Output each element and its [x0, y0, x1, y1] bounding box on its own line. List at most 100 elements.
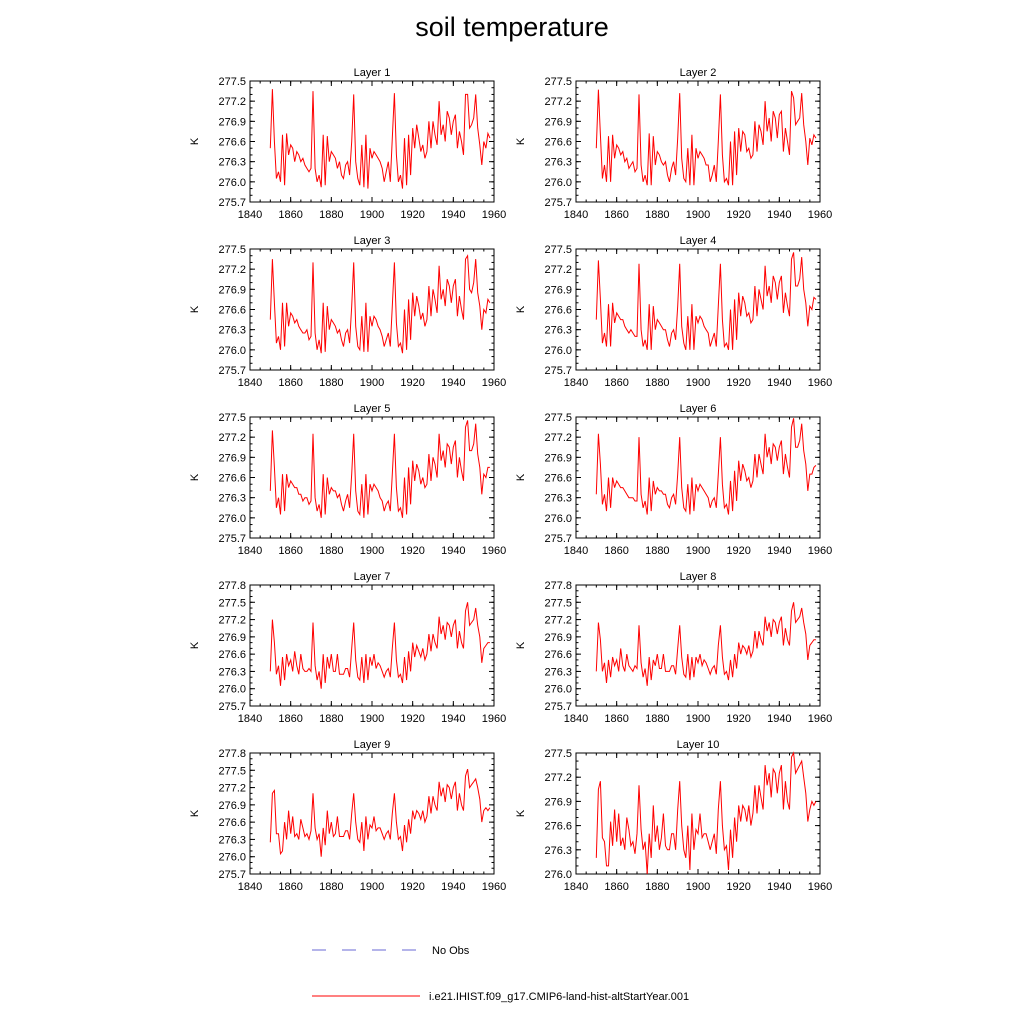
- series-line-1: [269, 420, 490, 518]
- y-tick-label: 276.6: [544, 137, 572, 149]
- y-tick-label: 276.6: [218, 649, 246, 661]
- y-tick-label: 276.3: [218, 325, 246, 337]
- y-tick-label: 277.2: [218, 615, 246, 627]
- x-tick-label: 1940: [767, 713, 791, 725]
- y-tick-label: 276.3: [218, 834, 246, 846]
- chart-panel-3: Layer 3 K 277.5 277.2 276.9 276.6 276.3 276.0 27…: [189, 235, 506, 389]
- y-tick-label: 276.0: [218, 177, 246, 189]
- y-tick-label: 276.9: [218, 632, 246, 644]
- y-tick-label: 277.5: [218, 412, 246, 424]
- y-tick-label: 277.2: [544, 772, 572, 784]
- y-axis-label: K: [515, 137, 527, 145]
- panel-title: Layer 1: [354, 67, 391, 79]
- panel-title: Layer 4: [680, 235, 717, 247]
- x-tick-label: 1960: [808, 713, 832, 725]
- x-tick-label: 1940: [441, 545, 465, 557]
- x-tick-label: 1860: [278, 377, 302, 389]
- x-tick-label: 1920: [726, 545, 750, 557]
- y-tick-label: 275.7: [218, 869, 246, 881]
- panel-title: Layer 3: [354, 235, 391, 247]
- series-line-1: [269, 602, 490, 689]
- x-tick-label: 1900: [360, 209, 384, 221]
- y-tick-label: 276.9: [544, 452, 572, 464]
- x-tick-label: 1900: [360, 545, 384, 557]
- x-tick-label: 1960: [808, 209, 832, 221]
- x-tick-label: 1960: [482, 713, 506, 725]
- x-tick-label: 1940: [441, 377, 465, 389]
- y-axis-label: K: [515, 641, 527, 649]
- x-tick-label: 1840: [564, 209, 588, 221]
- x-tick-label: 1960: [808, 545, 832, 557]
- y-axis-label: K: [515, 473, 527, 481]
- x-tick-label: 1860: [278, 881, 302, 893]
- series-line-1: [595, 252, 817, 350]
- y-tick-label: 276.0: [218, 345, 246, 357]
- x-tick-label: 1840: [238, 209, 262, 221]
- x-tick-label: 1920: [726, 881, 750, 893]
- x-tick-label: 1880: [645, 881, 669, 893]
- y-tick-label: 276.3: [544, 845, 572, 857]
- x-tick-label: 1840: [238, 881, 262, 893]
- x-tick-label: 1940: [441, 209, 465, 221]
- y-tick-label: 277.8: [544, 580, 572, 592]
- y-tick-label: 276.6: [544, 649, 572, 661]
- chart-panel-5: Layer 5 K 277.5 277.2 276.9 276.6 276.3 276.0 27…: [189, 403, 506, 557]
- y-tick-label: 276.6: [544, 305, 572, 317]
- x-tick-label: 1900: [360, 377, 384, 389]
- y-tick-label: 276.9: [218, 116, 246, 128]
- x-tick-label: 1840: [238, 713, 262, 725]
- x-tick-label: 1880: [319, 881, 343, 893]
- x-tick-label: 1860: [604, 377, 628, 389]
- y-tick-label: 276.0: [218, 852, 246, 864]
- y-axis-label: K: [189, 305, 201, 313]
- y-tick-label: 276.3: [218, 493, 246, 505]
- panel-title: Layer 8: [680, 571, 717, 583]
- y-axis-label: K: [515, 809, 527, 817]
- y-tick-label: 276.0: [544, 177, 572, 189]
- y-tick-label: 276.6: [544, 821, 572, 833]
- y-tick-label: 276.0: [544, 869, 572, 881]
- y-tick-label: 277.2: [544, 96, 572, 108]
- y-tick-label: 276.0: [218, 684, 246, 696]
- panel-title: Layer 2: [680, 67, 717, 79]
- y-tick-label: 276.6: [218, 817, 246, 829]
- legend: No Obs i.e21.IHIST.f09_g17.CMIP6-land-hi…: [312, 945, 689, 1003]
- x-tick-label: 1880: [645, 713, 669, 725]
- chart-panel-10: Layer 10K277.5277.2276.9276.6276.3276.01…: [515, 739, 832, 893]
- plot-frame: [249, 752, 495, 875]
- x-tick-label: 1940: [767, 545, 791, 557]
- y-tick-label: 277.8: [218, 748, 246, 760]
- y-tick-label: 277.5: [218, 244, 246, 256]
- legend-model-label: i.e21.IHIST.f09_g17.CMIP6-land-hist-altS…: [429, 991, 689, 1003]
- x-tick-label: 1860: [278, 209, 302, 221]
- panels-group: Layer 1 K 277.5 277.2 276.9 276.6 276.3 276.0 27…: [189, 67, 832, 893]
- series-line-1: [595, 751, 817, 875]
- y-tick-label: 277.5: [218, 76, 246, 88]
- y-axis-label: K: [189, 809, 201, 817]
- y-tick-label: 277.2: [218, 264, 246, 276]
- y-tick-label: 277.5: [544, 597, 572, 609]
- y-tick-label: 276.9: [218, 284, 246, 296]
- x-tick-label: 1840: [238, 377, 262, 389]
- y-tick-label: 276.6: [218, 137, 246, 149]
- x-tick-label: 1960: [482, 377, 506, 389]
- x-tick-label: 1900: [686, 209, 710, 221]
- chart-panel-2: Layer 2 K 277.5 277.2 276.9 276.6 276.3 276.0 27…: [515, 67, 832, 221]
- y-tick-label: 277.5: [218, 765, 246, 777]
- x-tick-label: 1860: [604, 209, 628, 221]
- series-line-1: [595, 418, 817, 515]
- x-tick-label: 1920: [400, 545, 424, 557]
- panel-title: Layer 5: [354, 403, 391, 415]
- y-tick-label: 277.2: [218, 432, 246, 444]
- y-tick-label: 277.2: [544, 615, 572, 627]
- y-tick-label: 277.2: [544, 432, 572, 444]
- x-tick-label: 1900: [360, 713, 384, 725]
- y-tick-label: 276.3: [218, 666, 246, 678]
- series-line-1: [595, 602, 816, 686]
- y-tick-label: 276.3: [544, 493, 572, 505]
- x-tick-label: 1880: [319, 377, 343, 389]
- series-line-1: [269, 89, 491, 189]
- panel-title: Layer 6: [680, 403, 717, 415]
- y-tick-label: 275.7: [218, 197, 246, 209]
